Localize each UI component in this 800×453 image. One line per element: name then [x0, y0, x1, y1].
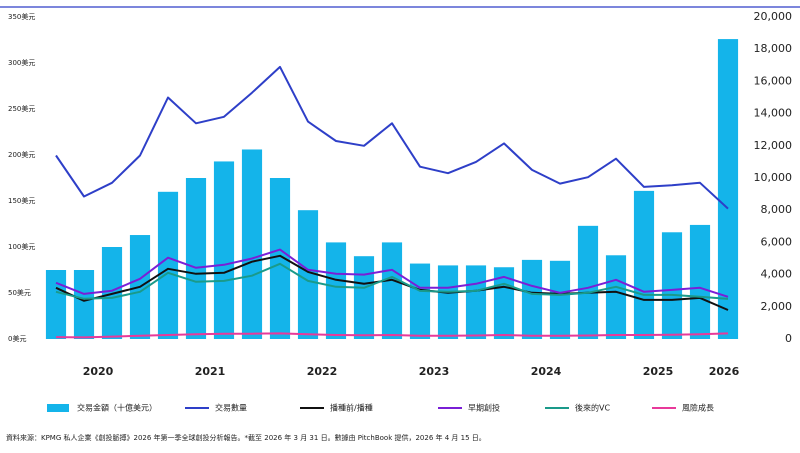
bar — [689, 224, 711, 339]
y2-tick-label: 14,000 — [754, 107, 793, 120]
x-tick-label: 2022 — [307, 365, 338, 378]
y-tick-label: 100美元 — [8, 242, 35, 251]
y2-tick-label: 4,000 — [761, 268, 793, 281]
bar — [437, 265, 459, 339]
bar — [381, 242, 403, 339]
x-tick-label: 2025 — [643, 365, 674, 378]
bar — [633, 190, 655, 339]
y2-tick-label: 0 — [785, 332, 792, 345]
legend-label: 播種前/播種 — [330, 403, 373, 413]
legend-label: 風險成長 — [682, 403, 714, 413]
x-tick-label: 2023 — [419, 365, 450, 378]
bar — [661, 232, 683, 339]
bar — [521, 259, 543, 339]
bar — [353, 256, 375, 339]
bar — [269, 178, 291, 339]
bar — [241, 149, 263, 339]
bar — [73, 270, 95, 339]
y-tick-label: 250美元 — [8, 104, 35, 113]
x-tick-label: 2026 — [709, 365, 740, 378]
bar — [157, 191, 179, 339]
bar — [45, 270, 67, 339]
y2-tick-label: 10,000 — [754, 171, 793, 184]
y-tick-label: 150美元 — [8, 196, 35, 205]
legend-label: 早期創投 — [468, 403, 500, 413]
bar — [213, 161, 235, 339]
y2-tick-label: 8,000 — [761, 203, 793, 216]
legend-label: 後來的VC — [575, 403, 610, 413]
line — [55, 248, 729, 298]
y2-tick-label: 6,000 — [761, 235, 793, 248]
line — [55, 262, 729, 300]
bar — [549, 260, 571, 339]
y2-tick-label: 18,000 — [754, 42, 793, 55]
line — [55, 332, 729, 339]
y-tick-label: 300美元 — [8, 58, 35, 67]
bar — [409, 263, 431, 339]
source-note: 資料來源：KPMG 私人企業《創投脈搏》2026 年第一季全球創投分析報告。*截… — [6, 433, 486, 442]
legend-swatch — [47, 404, 69, 412]
bar — [577, 225, 599, 339]
bar — [297, 210, 319, 339]
bar — [465, 265, 487, 339]
bar — [717, 39, 739, 339]
bar — [605, 255, 627, 339]
legend-label: 交易金額（十億美元） — [77, 403, 157, 413]
bar — [325, 242, 347, 339]
line — [55, 254, 729, 311]
line — [55, 65, 729, 210]
y2-tick-label: 12,000 — [754, 139, 793, 152]
y-tick-label: 200美元 — [8, 150, 35, 159]
x-tick-label: 2024 — [531, 365, 562, 378]
y2-tick-label: 2,000 — [761, 300, 793, 313]
legend-label: 交易數量 — [215, 403, 247, 413]
y-tick-label: 350美元 — [8, 12, 35, 21]
y2-tick-label: 16,000 — [754, 74, 793, 87]
y-tick-label: 50美元 — [8, 288, 31, 297]
x-tick-label: 2021 — [195, 365, 226, 378]
x-tick-label: 2020 — [83, 365, 114, 378]
bar — [185, 178, 207, 339]
y2-tick-label: 20,000 — [754, 10, 793, 23]
y-tick-label: 0美元 — [8, 334, 26, 343]
